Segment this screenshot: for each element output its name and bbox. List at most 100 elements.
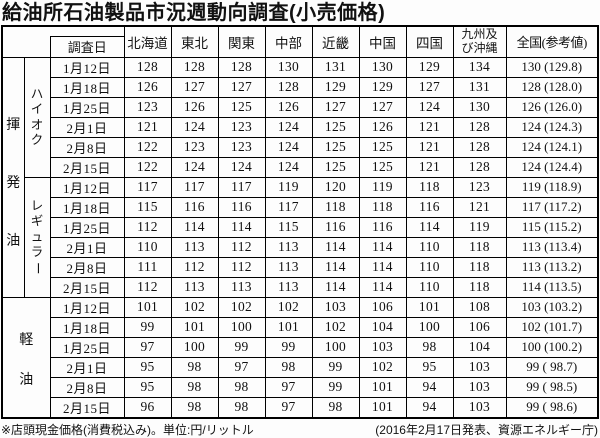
table-row: 2月1日 110 113 112 113 114 114 110 118 113 (113.4) xyxy=(2,236,599,258)
survey-date: 2月1日 xyxy=(49,356,125,378)
price-value: 124 xyxy=(264,116,313,138)
table-row: 揮発油ハイオク 1月12日 128 128 128 130 131 130 129 134 130 … xyxy=(1,56,599,298)
price-value: 99 xyxy=(311,376,360,398)
survey-date: 2月15日 xyxy=(49,396,125,418)
price-value: 117 xyxy=(123,176,172,198)
price-value: 124 xyxy=(170,116,219,138)
table-row: 1月18日 115 116 116 117 118 118 116 121 117 (117.2) xyxy=(2,196,599,218)
grade-cell: レギュラー xyxy=(23,176,51,298)
price-value: 119 xyxy=(452,216,507,238)
region-header-chubu: 中部 xyxy=(264,25,313,58)
price-value: 114 xyxy=(170,216,219,238)
price-value: 100 xyxy=(311,336,360,358)
price-value: 103 xyxy=(452,356,507,378)
price-value: 112 xyxy=(170,256,219,278)
price-value: 113 xyxy=(264,256,313,278)
price-value: 102 xyxy=(311,316,360,338)
price-value: 114 xyxy=(311,256,360,278)
survey-date-box: 調査日 xyxy=(50,35,123,56)
price-value: 102 xyxy=(358,356,407,378)
price-value: 101 xyxy=(358,396,407,418)
price-value: 128 xyxy=(452,116,507,138)
price-value: 117 xyxy=(264,196,313,218)
region-header-hokkaido: 北海道 xyxy=(123,25,172,58)
national-average: 99 ( 98.5) xyxy=(505,376,599,398)
price-value: 114 xyxy=(311,276,360,298)
price-value: 104 xyxy=(358,316,407,338)
table-row: 2月1日 95 98 97 98 99 102 95 103 99 ( 98.7) xyxy=(2,356,599,378)
survey-date: 2月1日 xyxy=(49,236,125,258)
price-value: 114 xyxy=(311,236,360,258)
price-value: 103 xyxy=(452,396,507,418)
region-header-tohoku: 東北 xyxy=(170,25,219,58)
price-value: 131 xyxy=(452,76,507,98)
price-value: 126 xyxy=(264,96,313,118)
price-value: 122 xyxy=(123,136,172,158)
survey-date: 2月8日 xyxy=(49,136,125,158)
national-average: 102 (101.7) xyxy=(505,316,599,338)
price-value: 123 xyxy=(217,136,266,158)
price-value: 113 xyxy=(170,276,219,298)
survey-date: 1月25日 xyxy=(49,336,125,358)
table-row: 1月25日 97 100 99 99 100 103 98 104 100 (100.2) xyxy=(2,336,599,358)
price-value: 116 xyxy=(405,196,454,218)
national-average: 99 ( 98.7) xyxy=(505,356,599,378)
national-average: 124 (124.4) xyxy=(505,156,599,178)
price-value: 116 xyxy=(170,196,219,218)
vertical-label: ハイオク xyxy=(30,86,44,147)
price-value: 101 xyxy=(405,296,454,318)
price-value: 119 xyxy=(358,176,407,198)
price-value: 125 xyxy=(358,156,407,178)
table-row: 2月1日 121 124 123 124 125 126 121 128 124 (124.3) xyxy=(2,116,599,138)
price-value: 112 xyxy=(217,236,266,258)
table-header: 調査日 北海道 東北 関東 中部 近畿 中国 四国 九州及び沖縄 全国(参考値) xyxy=(2,25,599,58)
survey-date: 1月25日 xyxy=(49,96,125,118)
price-value: 125 xyxy=(311,136,360,158)
price-value: 110 xyxy=(123,236,172,258)
survey-date-label: 調査日 xyxy=(67,40,107,55)
price-value: 118 xyxy=(405,176,454,198)
price-value: 106 xyxy=(358,296,407,318)
price-value: 131 xyxy=(311,56,360,78)
price-value: 116 xyxy=(217,196,266,218)
national-average: 113 (113.4) xyxy=(505,236,599,258)
price-value: 116 xyxy=(358,216,407,238)
price-value: 103 xyxy=(358,336,407,358)
price-value: 103 xyxy=(452,376,507,398)
price-value: 128 xyxy=(217,56,266,78)
table-row: 2月15日 122 124 124 124 125 125 121 128 124 (124.4) xyxy=(2,156,599,178)
price-value: 96 xyxy=(123,396,172,418)
price-value: 125 xyxy=(311,156,360,178)
corner-cell xyxy=(2,26,50,58)
price-value: 99 xyxy=(264,336,313,358)
price-value: 111 xyxy=(123,256,172,278)
price-value: 120 xyxy=(311,176,360,198)
price-value: 128 xyxy=(452,156,507,178)
table-row: レギュラー 1月12日 117 117 117 119 120 119 118 123 119 (1… xyxy=(2,176,599,298)
price-value: 130 xyxy=(358,56,407,78)
footer-source: (2016年2月17日発表、資源エネルギー庁) xyxy=(375,422,598,437)
price-value: 116 xyxy=(311,216,360,238)
vertical-label: 軽油 xyxy=(19,333,34,388)
price-value: 102 xyxy=(264,296,313,318)
price-value: 123 xyxy=(170,136,219,158)
price-value: 128 xyxy=(452,136,507,158)
price-value: 98 xyxy=(405,336,454,358)
price-value: 98 xyxy=(217,376,266,398)
price-value: 126 xyxy=(123,76,172,98)
price-value: 102 xyxy=(217,296,266,318)
price-value: 97 xyxy=(217,356,266,378)
price-value: 113 xyxy=(264,276,313,298)
price-value: 124 xyxy=(217,156,266,178)
table-row: 1月18日 126 127 127 128 129 129 127 131 128 (128.0) xyxy=(2,76,599,98)
region-header-kinki: 近畿 xyxy=(311,25,360,58)
vertical-label: レギュラー xyxy=(30,198,45,275)
price-value: 123 xyxy=(217,116,266,138)
price-value: 108 xyxy=(452,296,507,318)
price-value: 117 xyxy=(170,176,219,198)
price-value: 110 xyxy=(405,236,454,258)
price-value: 110 xyxy=(405,276,454,298)
price-value: 124 xyxy=(405,96,454,118)
price-value: 115 xyxy=(123,196,172,218)
